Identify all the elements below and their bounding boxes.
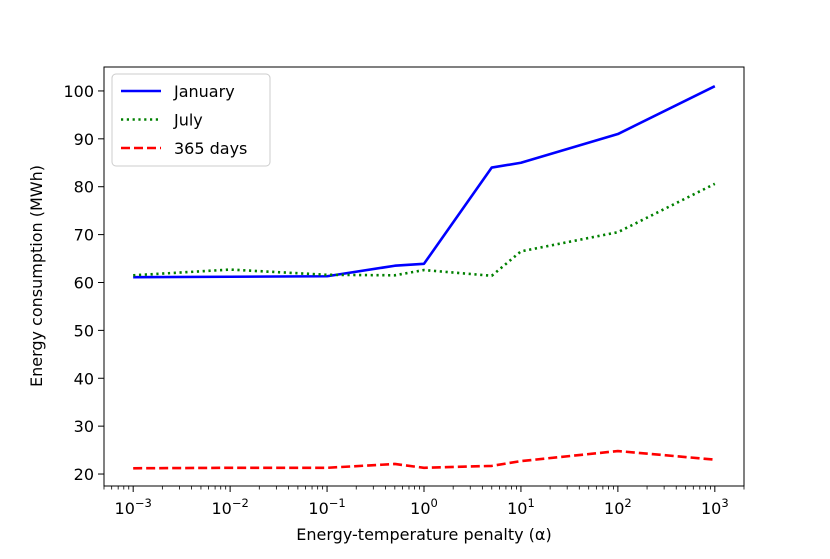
- y-tick-label: 90: [74, 130, 94, 149]
- series-line-2: [133, 182, 716, 278]
- y-tick-label: 30: [74, 417, 94, 436]
- x-tick-label: 101: [507, 496, 535, 518]
- legend-label-3: 365 days: [174, 139, 247, 158]
- y-tick-label: 100: [63, 82, 94, 101]
- series-line-1: [133, 84, 716, 279]
- x-tick-label: 10−2: [211, 496, 248, 518]
- x-tick-label: 100: [410, 496, 438, 518]
- x-axis-label: Energy-temperature penalty (α): [296, 525, 551, 544]
- x-tick-label: 10−1: [308, 496, 345, 518]
- y-tick-label: 70: [74, 226, 94, 245]
- y-axis-label: Energy consumption (MWh): [27, 165, 46, 387]
- y-tick-label: 40: [74, 369, 94, 388]
- y-tick-label: 20: [74, 465, 94, 484]
- legend: January July 365 days: [111, 73, 271, 167]
- legend-box: [111, 73, 271, 167]
- y-tick-label: 80: [74, 178, 94, 197]
- x-tick-label: 103: [701, 496, 729, 518]
- legend-label-1: January: [173, 82, 235, 101]
- x-axis-ticks: 10−3 10−2 10−1 100 101 102 103: [103, 486, 745, 518]
- series-layer: [133, 84, 716, 470]
- y-tick-label: 60: [74, 273, 94, 292]
- y-tick-label: 50: [74, 321, 94, 340]
- legend-label-2: July: [173, 111, 203, 130]
- x-tick-label: 102: [604, 496, 632, 518]
- series-line-3: [133, 449, 715, 470]
- x-tick-label: 10−3: [115, 496, 152, 518]
- y-axis-ticks: 20 30 40 50 60 70 80 90 100: [63, 82, 104, 484]
